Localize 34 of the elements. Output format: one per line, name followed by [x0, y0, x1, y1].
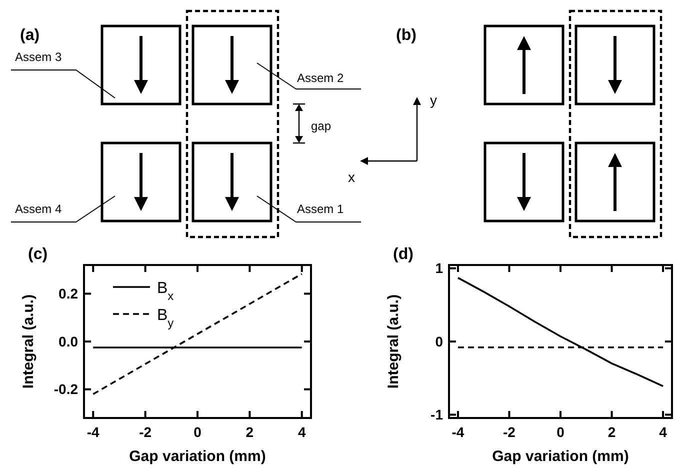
text: x	[348, 169, 355, 185]
chart-title: (d)	[393, 246, 414, 263]
text: gap	[311, 119, 332, 133]
x-tick-label: -2	[503, 424, 516, 440]
x-axis-title: Gap variation (mm)	[129, 448, 266, 465]
text: Assem 3	[15, 50, 62, 64]
chart-title: (c)	[28, 246, 48, 263]
y-tick-label: 1	[435, 260, 444, 276]
text: Assem 2	[297, 71, 344, 85]
x-tick-label: 2	[246, 424, 254, 440]
text: y	[430, 92, 437, 108]
x-tick-label: 4	[298, 424, 306, 440]
x-tick-label: 2	[608, 424, 616, 440]
x-tick-label: 0	[556, 424, 565, 440]
x-tick-label: 4	[659, 424, 668, 440]
y-tick-label: 0.2	[58, 286, 78, 302]
x-tick-label: -4	[86, 424, 100, 440]
text: Assem 4	[15, 202, 62, 216]
text: (a)	[20, 27, 40, 44]
y-tick-label: -1	[430, 406, 444, 423]
x-tick-label: -4	[452, 424, 464, 440]
line-series	[457, 276, 664, 388]
legend-label: B$_{y}$	[157, 307, 174, 330]
y-tick-label: 0.0	[58, 333, 78, 350]
y-axis-title: Integral (a.u.)	[385, 294, 402, 389]
y-tick-label: 0	[435, 333, 444, 350]
text: (b)	[396, 27, 416, 44]
y-tick-label: -0.2	[54, 381, 78, 398]
x-axis-title: Gap variation (mm)	[492, 448, 629, 465]
y-axis-title: Integral (a.u.)	[20, 294, 37, 389]
x-tick-label: -2	[139, 424, 152, 440]
x-tick-label: 0	[194, 424, 202, 440]
legend-label: B$_{x}$	[157, 280, 174, 303]
text: Assem 1	[297, 202, 344, 216]
